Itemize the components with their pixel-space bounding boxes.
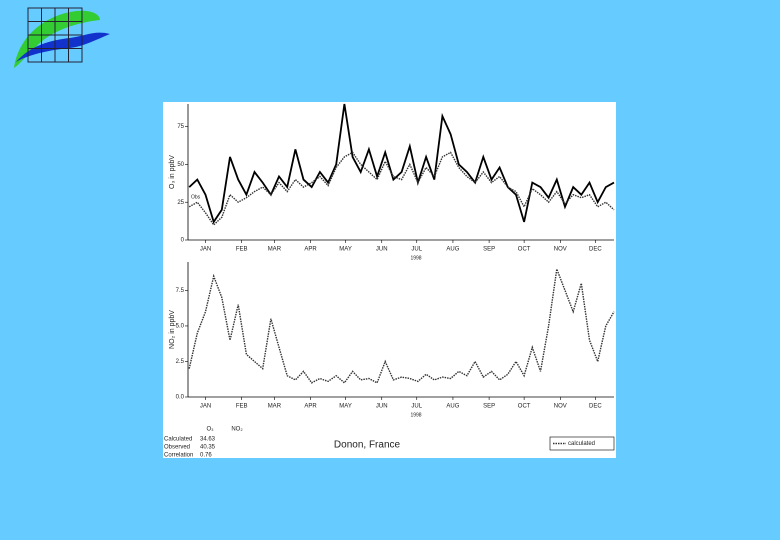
y-tick-label: 2.5 — [176, 359, 185, 365]
x-tick-label: OCT — [518, 404, 531, 410]
x-tick-label: JUN — [376, 404, 388, 410]
y-tick-label: 0 — [181, 238, 185, 244]
legend-label: calculated — [568, 441, 595, 447]
y-tick-label: 7.5 — [176, 288, 185, 294]
x-tick-label: DEC — [589, 404, 602, 410]
x-tick-label: AUG — [446, 404, 459, 410]
figure-title: Donon, France — [334, 440, 401, 451]
x-tick-label: NOV — [554, 247, 567, 253]
x-tick-label: FEB — [236, 404, 248, 410]
table-cell: Observed — [164, 445, 190, 451]
annotation: Obs — [191, 195, 201, 201]
table-header: NO₂ — [231, 427, 243, 433]
y-axis-label: NO₂ in ppbV — [169, 310, 176, 349]
x-tick-label: JAN — [200, 247, 211, 253]
logo-grid — [27, 7, 83, 63]
x-tick-label: JAN — [200, 404, 211, 410]
series-line — [188, 151, 615, 226]
x-tick-label: MAR — [268, 404, 282, 410]
table-cell: 0.76 — [200, 453, 212, 459]
x-tick-label: AUG — [446, 247, 459, 253]
logo-blue — [16, 32, 110, 62]
x-tick-label: MAY — [339, 404, 352, 410]
y-tick-label: 25 — [177, 200, 184, 206]
x-tick-label: APR — [304, 404, 317, 410]
x-axis-label: 1998 — [410, 255, 421, 261]
table-header: O₃ — [206, 427, 214, 433]
x-tick-label: MAR — [268, 247, 282, 253]
x-tick-label: MAY — [339, 247, 352, 253]
x-tick-label: JUN — [376, 247, 388, 253]
series-line — [188, 103, 615, 224]
table-cell: 34.63 — [200, 437, 216, 443]
figure-panel — [163, 102, 616, 458]
table-cell: Correlation — [164, 453, 193, 459]
series-line — [188, 266, 615, 384]
logo — [14, 7, 110, 68]
y-axis-label: O₃ in ppbV — [169, 155, 176, 189]
x-tick-label: SEP — [483, 404, 495, 410]
y-tick-label: 50 — [177, 162, 184, 168]
x-axis-label: 1998 — [410, 412, 421, 418]
x-tick-label: FEB — [236, 247, 248, 253]
y-tick-label: 75 — [177, 124, 184, 130]
logo-green — [14, 10, 100, 68]
table-cell: 40.35 — [200, 445, 216, 451]
x-tick-label: OCT — [518, 247, 531, 253]
x-tick-label: JUL — [411, 404, 422, 410]
table-cell: Calculated — [164, 437, 192, 443]
x-tick-label: APR — [304, 247, 317, 253]
y-tick-label: 0.0 — [176, 395, 185, 401]
y-tick-label: 5.0 — [176, 324, 185, 330]
x-tick-label: JUL — [411, 247, 422, 253]
x-tick-label: SEP — [483, 247, 495, 253]
legend-box — [549, 436, 615, 451]
x-tick-label: NOV — [554, 404, 567, 410]
x-tick-label: DEC — [589, 247, 602, 253]
